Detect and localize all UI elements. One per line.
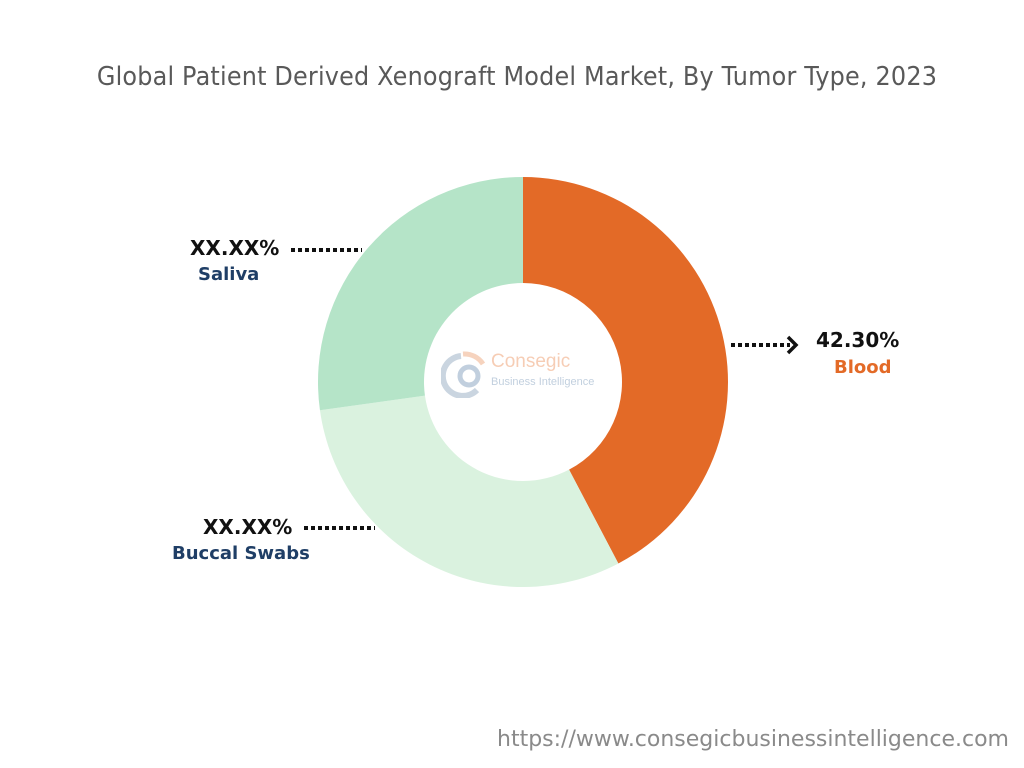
logo-icon [441,351,486,398]
watermark-logo: Consegic Business Intelligence [441,348,611,398]
saliva-percent: XX.XX% [190,236,280,260]
source-url: https://www.consegicbusinessintelligence… [497,727,1009,752]
blood-label: Blood [834,357,892,378]
slice-buccal-swabs [319,395,619,587]
arrow-head-icon [786,335,799,355]
watermark-line1: Consegic [491,351,571,372]
saliva-label: Saliva [198,264,260,285]
blood-percent: 42.30% [816,328,900,352]
watermark-line2: Business Intelligence [491,376,595,388]
buccal-percent: XX.XX% [203,515,293,539]
buccal-label: Buccal Swabs [172,543,310,564]
slice-blood [523,177,728,564]
chart-title: Global Patient Derived Xenograft Model M… [96,62,938,92]
slice-saliva [318,177,523,411]
